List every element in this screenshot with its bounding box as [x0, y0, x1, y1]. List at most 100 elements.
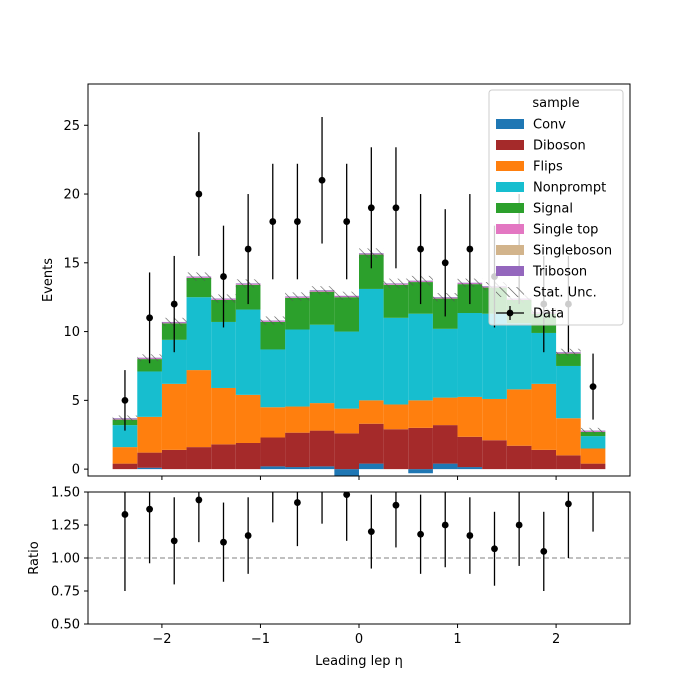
data-point: [441, 259, 449, 267]
legend-label: Nonprompt: [533, 181, 606, 196]
x-axis-label: Leading lep η: [315, 654, 403, 669]
bar-diboson: [137, 452, 162, 468]
bar-diboson: [161, 449, 187, 470]
bar-flips: [137, 416, 162, 453]
stat-unc-bin: [186, 272, 212, 281]
bar-diboson: [235, 442, 261, 470]
ratio-point: [565, 500, 572, 508]
data-point: [195, 190, 203, 198]
bar-flips: [457, 396, 483, 437]
y-axis-ticks: 0 5 10 15 20 25: [63, 119, 88, 478]
data-point: [367, 204, 375, 212]
ratio-point: [244, 532, 252, 539]
ratio-point: [540, 548, 548, 555]
ratio-point: [269, 469, 276, 476]
stat-unc-bin: [334, 291, 359, 300]
bar-conv: [408, 469, 433, 474]
main-panel: 0 5 10 15 20 25 Events sample Conv Diboson Flip…: [41, 83, 631, 480]
x-axis-ticks: −2 −1 0 1 2: [152, 624, 560, 647]
legend-label: Conv: [533, 118, 566, 133]
bar-diboson: [482, 440, 507, 470]
y-tick-label: 15: [63, 256, 80, 271]
bar-flips: [211, 387, 236, 445]
y-axis-label: Events: [41, 258, 56, 302]
legend-swatch-flips: [496, 161, 524, 171]
bar-nonprompt: [260, 349, 286, 408]
ratio-point: [220, 538, 227, 546]
ratio-point: [294, 499, 301, 506]
bar-flips: [235, 394, 261, 443]
data-point: [392, 204, 400, 212]
bar-flips: [161, 383, 187, 450]
bar-flips: [531, 383, 557, 450]
bar-nonprompt: [556, 365, 581, 419]
bar-signal: [186, 277, 212, 298]
bar-nonprompt: [482, 313, 507, 399]
bar-nonprompt: [408, 313, 433, 401]
y-tick-label: 10: [63, 325, 80, 340]
legend-swatch-nonprompt: [496, 182, 524, 192]
data-point: [343, 218, 351, 225]
legend-label: Single top: [533, 223, 598, 238]
bar-diboson: [432, 425, 458, 464]
ratio-point: [491, 545, 498, 553]
bar-signal: [137, 359, 162, 372]
bar-conv: [432, 463, 458, 470]
stat-unc-bin: [285, 292, 310, 301]
ratio-point: [515, 521, 523, 529]
x-axis-ticks-top: [161, 476, 557, 480]
bar-nonprompt: [506, 323, 532, 390]
bar-diboson: [457, 436, 483, 468]
bar-conv: [285, 467, 310, 470]
stat-unc-bin: [383, 278, 409, 289]
bar-nonprompt: [186, 297, 212, 371]
ratio-y-axis-ticks: 0.50 0.75 1.00 1.25 1.50: [51, 486, 88, 633]
bar-diboson: [285, 432, 310, 468]
bar-flips: [432, 397, 458, 426]
data-point: [121, 396, 129, 404]
legend-label: Signal: [533, 202, 573, 217]
legend-label: Flips: [533, 160, 563, 175]
bar-nonprompt: [334, 331, 359, 409]
bar-conv: [359, 463, 384, 470]
stat-unc-bin: [260, 316, 286, 325]
bar-signal: [334, 297, 359, 332]
bar-diboson: [408, 427, 433, 470]
legend-label: Stat. Unc.: [533, 286, 597, 301]
legend-label: Diboson: [533, 139, 586, 154]
legend-label: Singleboson: [533, 244, 612, 259]
bar-flips: [408, 400, 433, 428]
data-point: [170, 300, 178, 308]
stat-unc-bin: [309, 286, 335, 295]
bar-nonprompt: [235, 309, 261, 395]
legend-swatch-conv: [496, 119, 524, 129]
legend-swatch-single-top: [496, 224, 524, 234]
ratio-y-tick-label: 0.50: [51, 618, 80, 633]
bar-nonprompt: [457, 313, 483, 397]
ratio-points: [121, 469, 594, 591]
legend-swatch-diboson: [496, 140, 524, 150]
bar-signal: [556, 353, 581, 366]
data-point: [244, 245, 252, 253]
bar-diboson: [580, 463, 606, 470]
ratio-point: [170, 537, 178, 545]
x-tick-label: 0: [355, 632, 363, 647]
ratio-point: [367, 528, 375, 535]
bar-diboson: [359, 423, 384, 464]
bar-nonprompt: [580, 436, 606, 449]
x-tick-label: 1: [453, 632, 461, 647]
data-point: [318, 176, 326, 184]
data-point: [220, 273, 227, 280]
ratio-panel: 0.50 0.75 1.00 1.25 1.50 −2 −1 0 1 2 Ratio Leadi…: [27, 469, 631, 669]
bar-conv: [137, 467, 162, 470]
bar-conv: [457, 467, 483, 470]
stacked-histogram: [112, 253, 606, 476]
bar-nonprompt: [383, 317, 409, 405]
bar-flips: [309, 403, 335, 431]
ratio-point: [392, 501, 400, 509]
ratio-point: [466, 532, 474, 539]
y-tick-label: 5: [72, 394, 80, 409]
bar-signal: [260, 321, 286, 350]
legend-items: Conv Diboson Flips Nonprompt Signal Single to…: [496, 118, 612, 322]
